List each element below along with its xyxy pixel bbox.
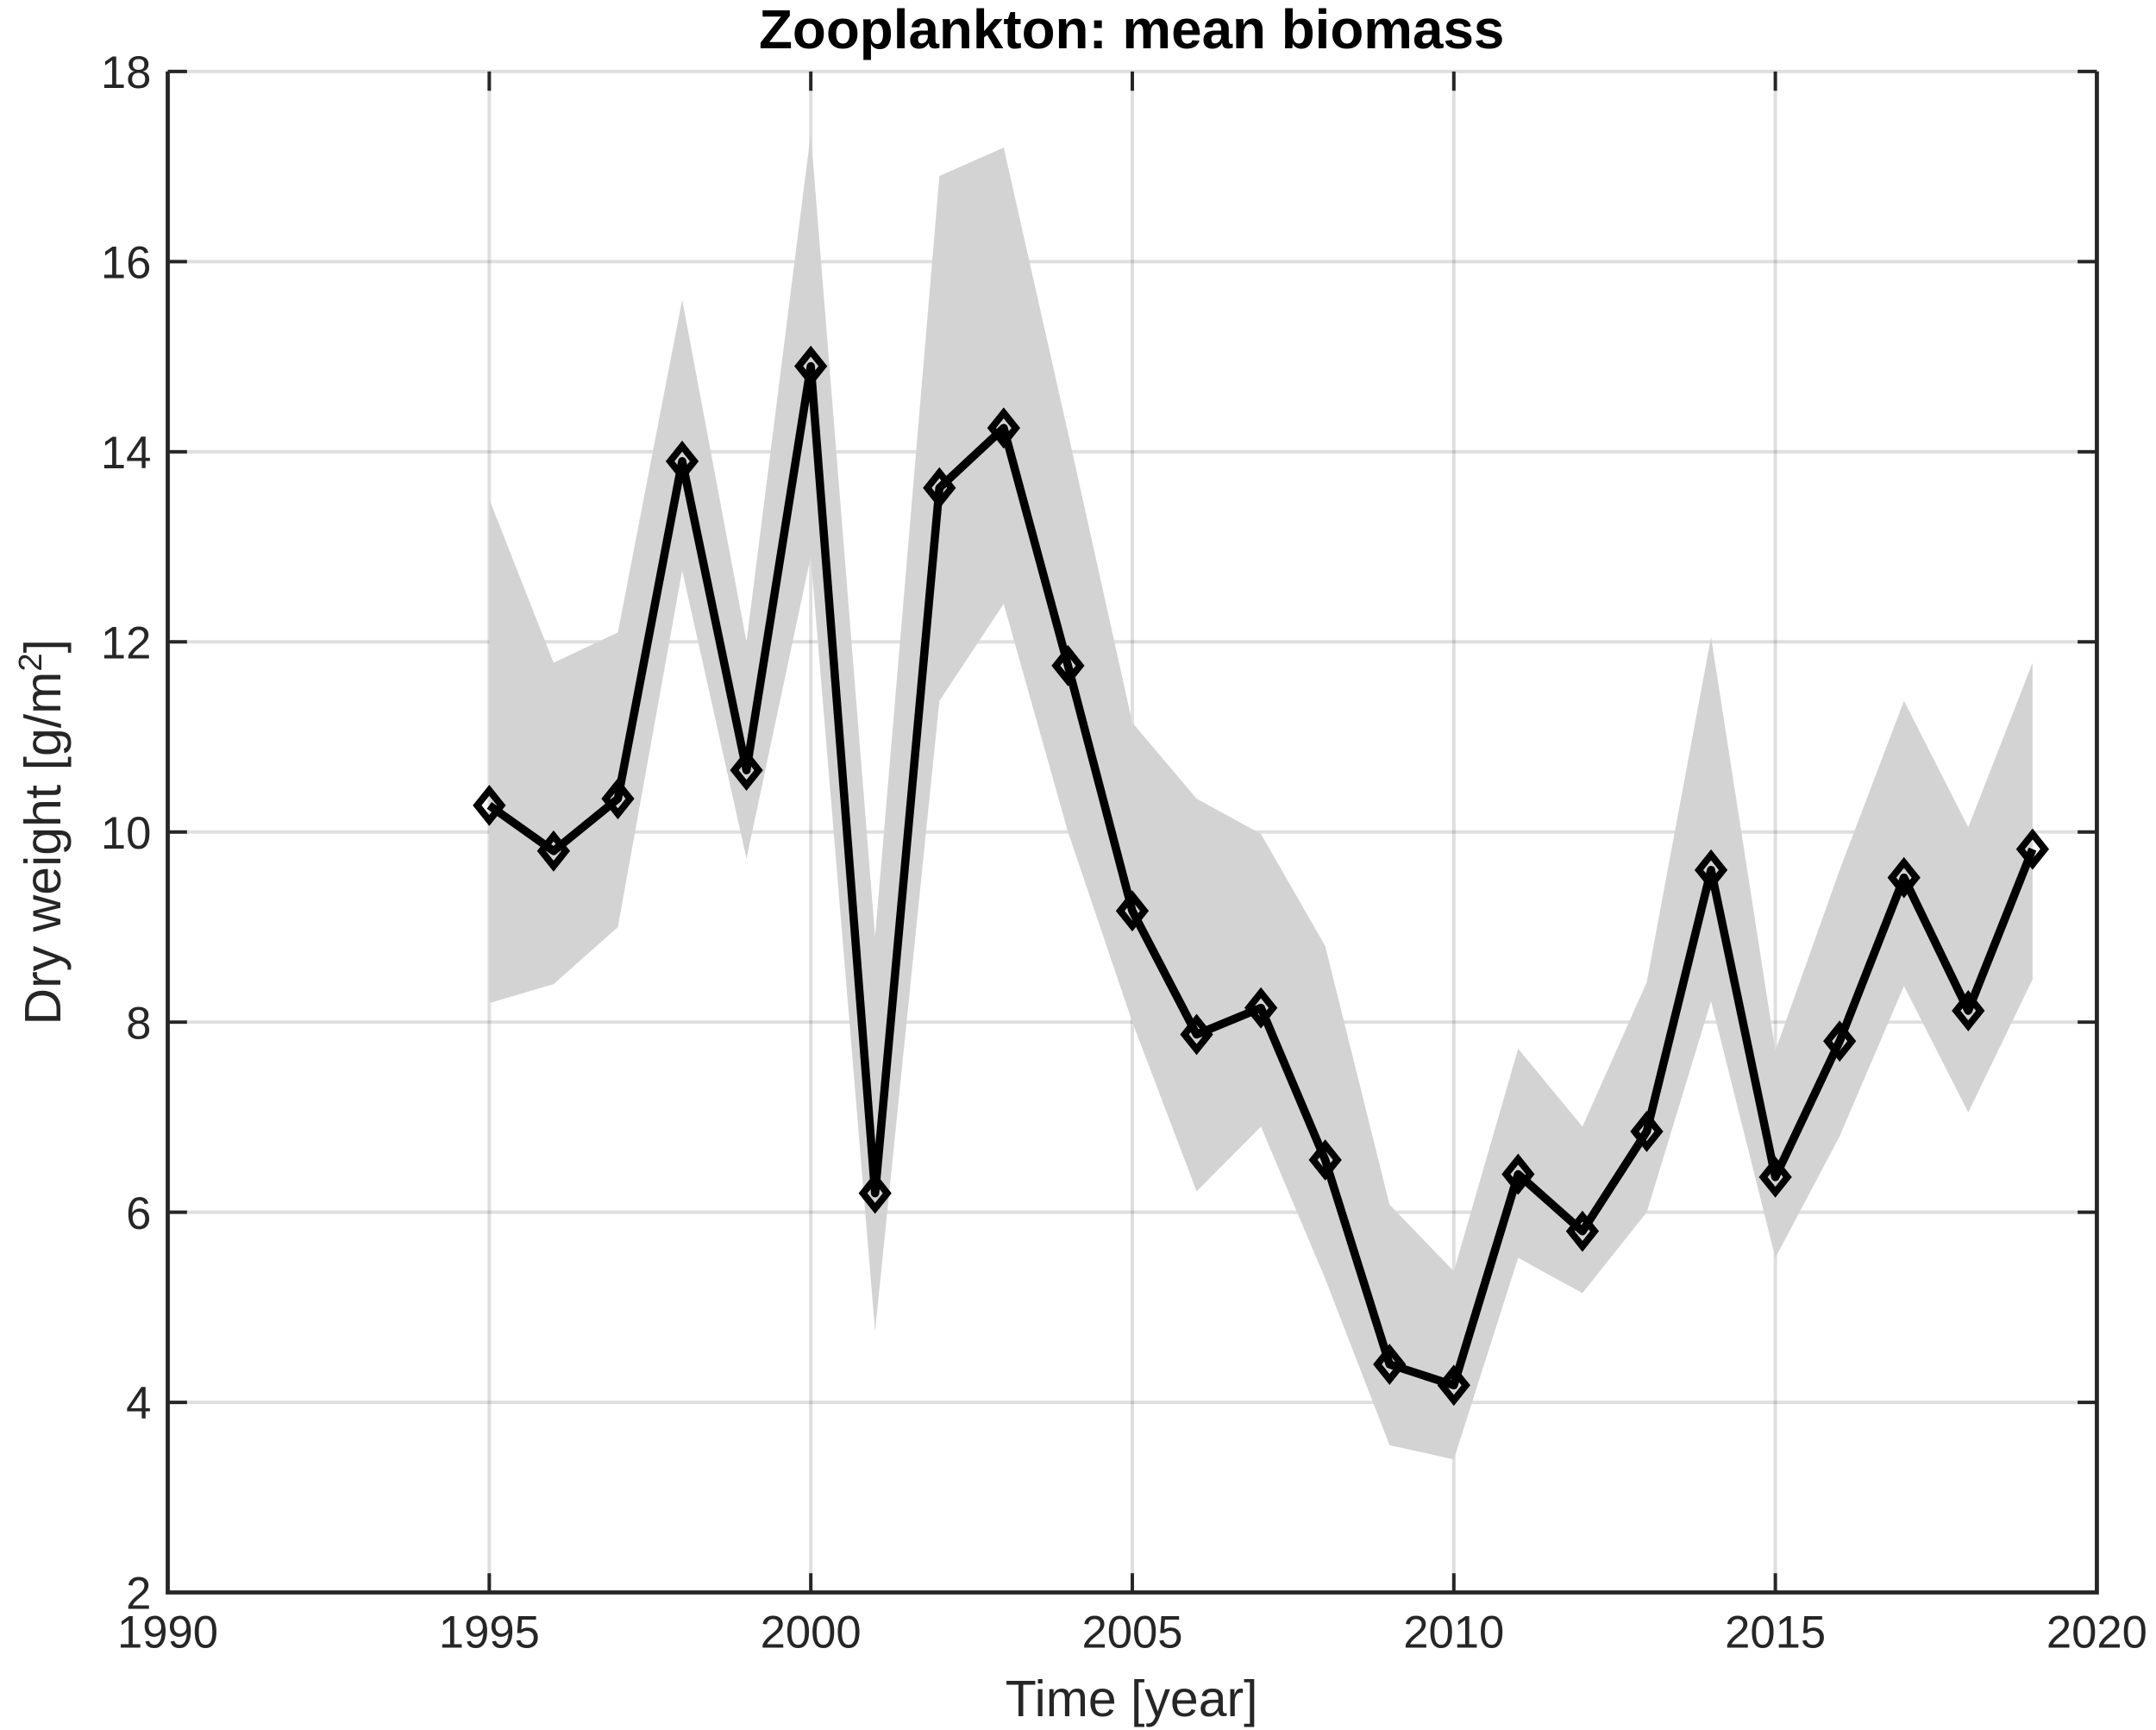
data-point-marker — [1823, 1020, 1857, 1062]
x-tick-label: 2000 — [761, 1607, 862, 1658]
data-point-marker — [665, 440, 699, 482]
data-point-marker — [1051, 644, 1085, 686]
y-tick-label: 4 — [126, 1378, 151, 1429]
data-point-marker — [858, 1172, 892, 1214]
confidence-band — [489, 133, 2033, 1460]
data-point-marker — [1308, 1139, 1342, 1181]
markers — [473, 345, 2050, 1407]
x-tick-label: 2020 — [2046, 1607, 2147, 1658]
y-axis-label-end: ] — [15, 639, 72, 653]
y-tick-label: 14 — [101, 428, 152, 479]
data-point-marker — [1115, 890, 1150, 932]
y-tick-label: 8 — [126, 998, 151, 1049]
data-point-marker — [1437, 1364, 1470, 1407]
x-axis-label: Time [year] — [1006, 1670, 1258, 1727]
data-point-marker — [1630, 1111, 1664, 1152]
x-tick-label: 2005 — [1081, 1607, 1182, 1658]
data-point-marker — [1887, 856, 1921, 899]
x-tick-label: 2015 — [1725, 1607, 1826, 1658]
x-tick-label: 1995 — [439, 1607, 540, 1658]
data-point-marker — [1501, 1153, 1535, 1195]
data-point-marker — [794, 345, 828, 387]
data-point-marker — [1373, 1344, 1407, 1385]
y-tick-label: 10 — [101, 808, 152, 859]
y-tick-label: 16 — [101, 238, 152, 289]
x-tick-label: 2010 — [1403, 1607, 1504, 1658]
data-point-marker — [1694, 849, 1728, 891]
data-point-marker — [1565, 1210, 1600, 1252]
data-point-marker — [1952, 990, 1985, 1031]
y-tick-label: 12 — [101, 617, 152, 668]
data-point-marker — [1180, 1013, 1213, 1056]
data-point-marker — [473, 784, 506, 826]
y-axis-label-sup: 2 — [12, 653, 49, 671]
x-tick-label: 1990 — [117, 1607, 218, 1658]
data-point-marker — [923, 467, 956, 509]
y-tick-label: 6 — [126, 1188, 151, 1239]
data-point-marker — [601, 778, 635, 820]
axes — [166, 69, 2099, 1595]
axis-frame — [166, 71, 2099, 1595]
y-tick-label: 18 — [101, 47, 152, 98]
data-point-marker — [2015, 828, 2050, 870]
data-point-marker — [536, 830, 571, 872]
mean-line — [486, 361, 2037, 1390]
tick-labels: 1990 1995 2000 2005 2010 2015 2020 2 4 6 8 10 12 14 16… — [101, 47, 2147, 1658]
y-tick-label: 2 — [126, 1569, 151, 1620]
data-point-marker — [987, 407, 1020, 449]
y-axis-label-main: Dry weight [g/m — [15, 672, 72, 1025]
data-point-marker — [730, 749, 763, 792]
y-axis-label: Dry weight [g/m2] — [12, 639, 72, 1025]
chart-title: Zooplankton: mean biomass — [759, 0, 1504, 60]
data-point-marker — [1244, 987, 1278, 1029]
data-point-marker — [1758, 1156, 1792, 1198]
